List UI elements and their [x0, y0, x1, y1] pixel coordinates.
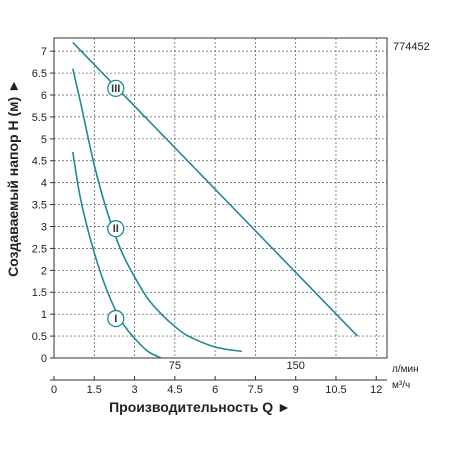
y-tick-label: 4.5	[32, 156, 47, 168]
x-tick-label-lmin: 150	[287, 360, 305, 372]
y-tick-label: 2.5	[32, 243, 47, 255]
x-axis-ticks-lmin: 75 150	[169, 360, 305, 372]
y-tick-label: 0	[41, 353, 47, 365]
series-label-III: III	[111, 83, 120, 95]
series-label-I: I	[114, 313, 117, 325]
x-axis-label: Производительность Q ►	[109, 399, 291, 415]
x-tick-label-lmin: 75	[169, 360, 181, 372]
y-tick-label: 1	[41, 309, 47, 321]
series-label-II: II	[113, 223, 119, 235]
x-tick-label-m3h: 12	[370, 384, 382, 396]
series-marker-I	[107, 309, 125, 328]
y-tick-label: 2	[41, 265, 47, 277]
x-tick-label-m3h: 7.5	[248, 384, 263, 396]
x-tick-label-m3h: 1.5	[87, 384, 102, 396]
x-tick-label-m3h: 3	[132, 384, 138, 396]
y-axis-label: Создаваемый напор H (м) ►	[5, 79, 21, 277]
x-unit-lmin: л/мин	[392, 364, 419, 375]
x-tick-label-m3h: 9	[293, 384, 299, 396]
x-tick-label-m3h: 0	[51, 384, 57, 396]
x-tick-label-m3h: 4.5	[167, 384, 182, 396]
x-tick-label-m3h: 10.5	[325, 384, 346, 396]
series-marker-III	[107, 79, 125, 98]
y-tick-label: 0.5	[32, 331, 47, 343]
y-tick-label: 3	[41, 221, 47, 233]
x-axis-ticks-m3h: 0 1.5 3 4.5 6 7.5 9 10.5 12	[50, 376, 387, 396]
series-marker-II	[107, 220, 125, 238]
y-tick-label: 6	[41, 90, 47, 102]
y-tick-label: 7	[41, 46, 47, 58]
y-tick-label: 5	[41, 134, 47, 146]
y-tick-label: 6.5	[32, 68, 47, 80]
x-unit-m3h: м³/ч	[392, 380, 410, 391]
series-line-II	[72, 68, 243, 353]
grid	[54, 38, 387, 358]
y-tick-label: 5.5	[32, 112, 47, 124]
x-tick-label-m3h: 6	[212, 384, 218, 396]
model-code: 774452	[393, 41, 430, 53]
series-line-I	[72, 151, 162, 359]
y-axis-ticks: 0 0.5 1 1.5 2 2.5 3 3.5 4 4.5 5 5.5 6 6.5 7	[32, 46, 54, 365]
y-tick-label: 1.5	[32, 287, 47, 299]
y-tick-label: 3.5	[32, 200, 47, 212]
y-tick-label: 4	[41, 178, 47, 190]
plot-frame	[53, 37, 388, 359]
